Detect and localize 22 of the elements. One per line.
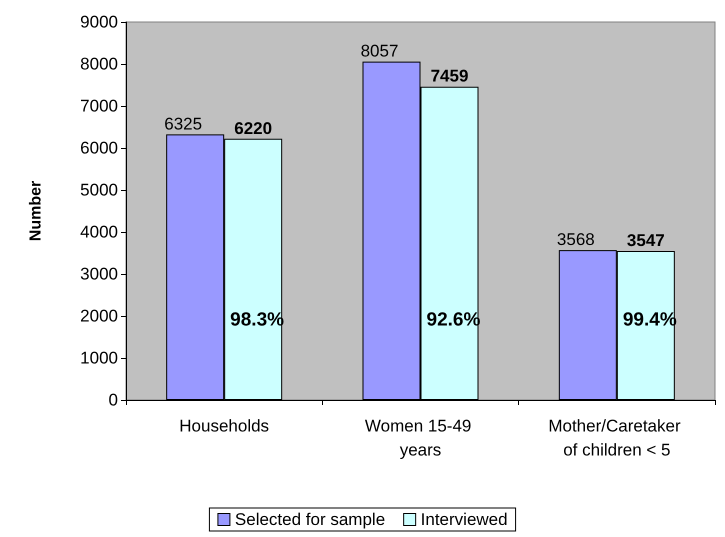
y-tick-label: 2000 — [80, 306, 118, 326]
data-label: 3547 — [626, 231, 665, 250]
x-tick-label: Women 15-49 years — [364, 416, 476, 460]
y-tick-label: 8000 — [80, 54, 118, 74]
y-tick-label: 9000 — [80, 12, 118, 32]
x-tick-label: Households — [179, 416, 270, 436]
y-tick-label: 3000 — [80, 264, 118, 284]
y-tick-label: 7000 — [80, 96, 118, 116]
y-tick-label: 4000 — [80, 222, 118, 242]
data-label: 6220 — [234, 118, 272, 138]
legend-label: Selected for sample — [234, 510, 386, 529]
y-tick-label: 6000 — [80, 138, 118, 158]
data-label: 8057 — [360, 42, 398, 61]
y-tick-label: 0 — [108, 390, 118, 410]
x-tick-label: Mother/Caretaker of children < 5 — [548, 416, 686, 460]
y-tick-label: 1000 — [80, 348, 118, 368]
y-axis-title: Number — [28, 180, 44, 242]
data-label: 3568 — [556, 230, 595, 250]
data-label: 7459 — [430, 66, 468, 86]
legend-label: Interviewed — [420, 510, 508, 529]
y-tick-label: 5000 — [80, 180, 118, 200]
data-label: 6325 — [164, 114, 202, 134]
